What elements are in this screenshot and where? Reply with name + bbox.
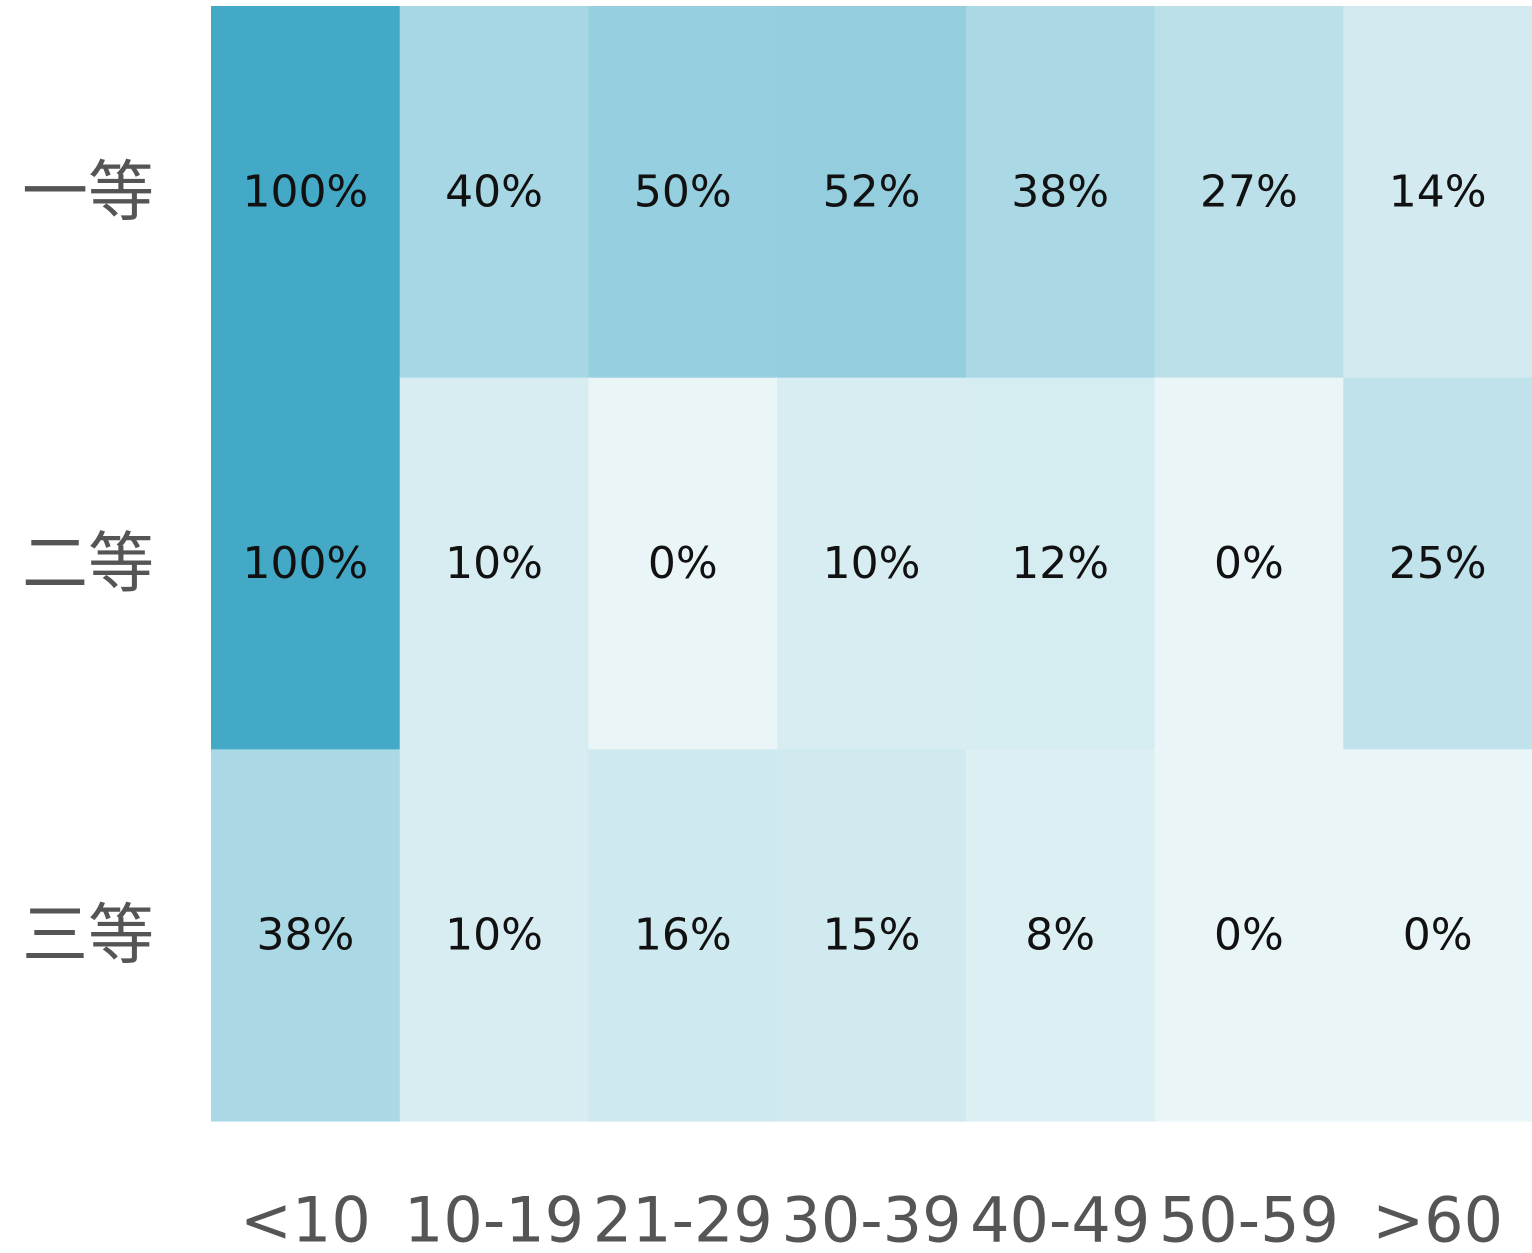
heatmap-cell-label: 8% <box>1025 910 1095 961</box>
heatmap-cell-label: 100% <box>242 166 368 217</box>
column-tick-label: <10 <box>240 1184 371 1253</box>
heatmap-cell <box>965 377 1156 750</box>
heatmap-cell <box>399 6 590 379</box>
heatmap-cell-label: 12% <box>1011 538 1109 589</box>
row-tick-label: 三等 <box>22 897 154 974</box>
heatmap-cell-label: 100% <box>242 538 368 589</box>
heatmap-cell-label: 0% <box>1214 538 1284 589</box>
heatmap-cell-label: 15% <box>823 910 921 961</box>
heatmap-cell <box>1154 377 1344 750</box>
heatmap-cell <box>777 749 967 1122</box>
column-tick-label: 21-29 <box>593 1184 773 1253</box>
heatmap-cell-label: 27% <box>1200 166 1298 217</box>
heatmap-cells <box>211 6 1532 1122</box>
heatmap-cell-label: 0% <box>1403 910 1473 961</box>
column-axis-labels: <10 10-19 21-29 30-39 40-49 50-59 >60 <box>240 1184 1503 1253</box>
heatmap-cell-label: 10% <box>445 538 543 589</box>
heatmap-cell-label: 50% <box>634 166 732 217</box>
row-tick-label: 二等 <box>22 525 154 602</box>
column-tick-label: 50-59 <box>1159 1184 1339 1253</box>
heatmap-cell-label: 0% <box>1214 910 1284 961</box>
row-tick-label: 一等 <box>22 153 154 230</box>
heatmap-cell <box>588 749 778 1122</box>
heatmap-cell-label: 38% <box>1011 166 1109 217</box>
heatmap-cell-label: 40% <box>445 166 543 217</box>
heatmap-cell <box>399 749 590 1122</box>
heatmap-cell <box>965 749 1156 1122</box>
heatmap-cell-label: 0% <box>648 538 718 589</box>
heatmap-cell <box>1343 749 1532 1122</box>
column-tick-label: 30-39 <box>781 1184 961 1253</box>
heatmap-cell <box>588 377 778 750</box>
column-tick-label: 40-49 <box>970 1184 1150 1253</box>
heatmap-cell <box>1343 6 1532 379</box>
heatmap-cell-label: 10% <box>445 910 543 961</box>
heatmap-cell-label: 52% <box>823 166 921 217</box>
heatmap-cell <box>1154 6 1344 379</box>
heatmap-cell-labels: 100% 40% 50% 52% 38% 27% 14% 100% 10% 0% 10% 12% 0% 2… <box>242 166 1486 960</box>
heatmap-cell <box>777 6 967 379</box>
heatmap-cell <box>211 6 401 379</box>
heatmap-cell-label: 25% <box>1389 538 1487 589</box>
heatmap-cell <box>211 749 401 1122</box>
heatmap-cell <box>1154 749 1344 1122</box>
heatmap-cell-label: 16% <box>634 910 732 961</box>
column-tick-label: >60 <box>1372 1184 1503 1253</box>
heatmap-cell <box>399 377 590 750</box>
heatmap-cell <box>1343 377 1532 750</box>
heatmap-cell-label: 10% <box>823 538 921 589</box>
column-tick-label: 10-19 <box>404 1184 584 1253</box>
heatmap-cell-label: 38% <box>256 910 354 961</box>
heatmap-cell <box>965 6 1156 379</box>
heatmap-cell <box>588 6 778 379</box>
heatmap-cell-label: 14% <box>1389 166 1487 217</box>
heatmap-cell <box>211 377 401 750</box>
heatmap-cell <box>777 377 967 750</box>
